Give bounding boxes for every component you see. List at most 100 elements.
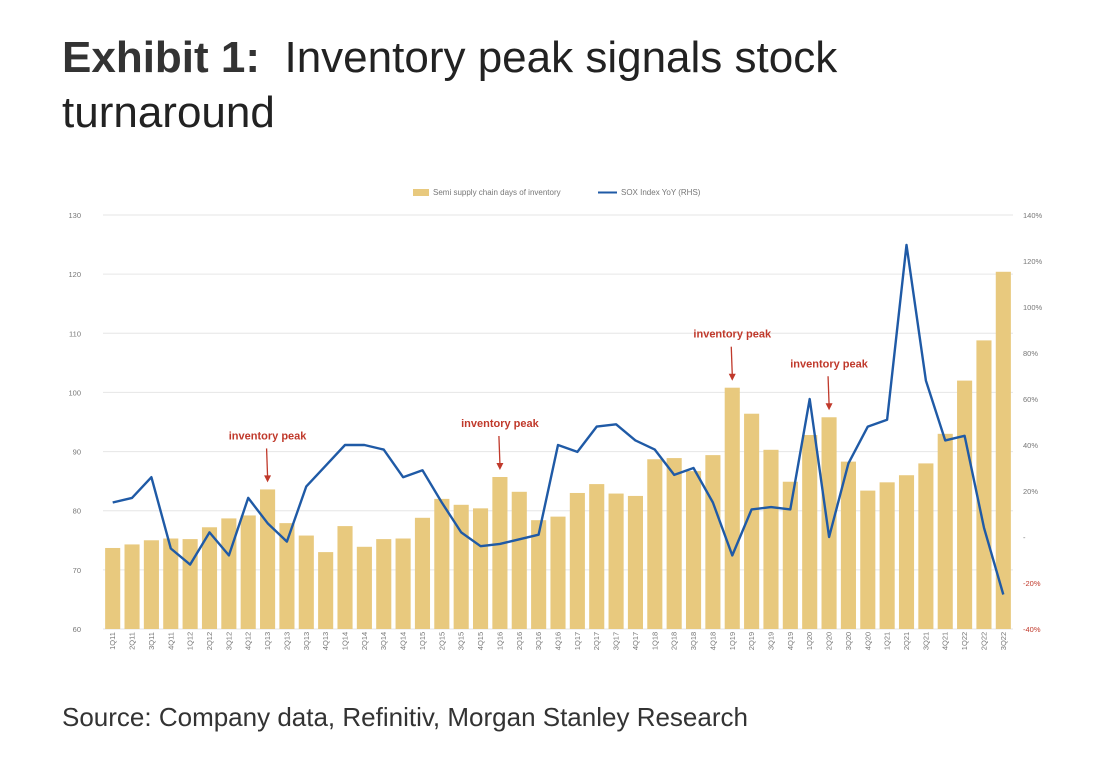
bar xyxy=(995,271,1011,629)
x-tick-label: 1Q19 xyxy=(728,632,737,650)
x-tick-label: 3Q20 xyxy=(844,632,853,650)
legend-label-bar: Semi supply chain days of inventory xyxy=(433,188,561,197)
x-tick-label: 4Q16 xyxy=(554,632,563,650)
bar xyxy=(395,538,411,629)
legend-label-line: SOX Index YoY (RHS) xyxy=(621,188,701,197)
x-tick-label: 4Q18 xyxy=(708,632,717,650)
x-tick-label: 1Q17 xyxy=(573,632,582,650)
annotation-arrow-shaft xyxy=(265,448,269,477)
left-axis: 60 70 80 90 100 110 120 130 xyxy=(68,211,81,634)
bar xyxy=(531,520,547,629)
bar xyxy=(414,517,431,629)
bar xyxy=(782,481,798,629)
bar xyxy=(298,535,314,629)
x-tick-label: 3Q17 xyxy=(612,632,621,650)
annotation-label: inventory peak xyxy=(229,430,308,442)
left-tick-label: 90 xyxy=(73,448,81,457)
left-tick-label: 100 xyxy=(68,388,81,397)
annotation-arrow-head xyxy=(728,373,736,381)
x-tick-label: 2Q16 xyxy=(515,632,524,650)
right-axis: -40%-20%-20%40%60%80%100%120%140% xyxy=(1023,211,1043,634)
x-tick-label: 3Q14 xyxy=(379,632,388,650)
source-note: Source: Company data, Refinitiv, Morgan … xyxy=(62,702,748,732)
bar xyxy=(337,526,353,629)
x-tick-label: 2Q17 xyxy=(592,632,601,650)
right-tick-label: 40% xyxy=(1023,441,1038,450)
x-tick-label: 3Q11 xyxy=(147,632,156,650)
annotation-arrow-head xyxy=(264,475,272,483)
bar xyxy=(473,508,489,629)
x-tick-label: 2Q13 xyxy=(282,632,291,650)
x-tick-label: 3Q13 xyxy=(302,632,311,650)
annotation-arrow-shaft xyxy=(730,346,733,375)
left-tick-label: 120 xyxy=(68,270,81,279)
x-tick-label: 1Q14 xyxy=(341,632,350,650)
bar xyxy=(647,459,663,629)
legend-swatch-bar xyxy=(413,189,429,196)
x-tick-label: 2Q11 xyxy=(128,632,137,650)
annotation-arrow-shaft xyxy=(498,435,501,465)
x-tick-label: 2Q14 xyxy=(360,632,369,650)
bar xyxy=(860,490,876,629)
x-tick-label: 1Q20 xyxy=(805,632,814,650)
bar xyxy=(898,475,915,629)
right-tick-label: 60% xyxy=(1023,395,1038,404)
x-tick-label: 2Q21 xyxy=(902,632,911,650)
page-title: Exhibit 1: Inventory peak signals stock … xyxy=(62,30,1022,140)
x-tick-label: 3Q16 xyxy=(534,632,543,650)
left-tick-label: 130 xyxy=(68,211,81,220)
x-tick-label: 3Q22 xyxy=(999,632,1008,650)
right-tick-label: 80% xyxy=(1023,349,1038,358)
bar xyxy=(182,539,198,629)
bar xyxy=(124,544,140,629)
x-tick-label: 4Q17 xyxy=(631,632,640,650)
bar xyxy=(279,523,295,629)
x-tick-label: 1Q11 xyxy=(108,632,117,650)
x-tick-label: 4Q13 xyxy=(321,632,330,650)
right-tick-label: - xyxy=(1023,533,1026,542)
bar xyxy=(802,435,818,629)
annotation-arrow-shaft xyxy=(827,376,830,405)
bar xyxy=(105,547,121,629)
x-tick-label: 4Q12 xyxy=(244,632,253,650)
bar xyxy=(492,477,508,629)
x-tick-label: 4Q11 xyxy=(166,632,175,650)
right-tick-label: 140% xyxy=(1023,211,1043,220)
x-tick-label: 2Q20 xyxy=(825,632,834,650)
bar xyxy=(744,413,760,629)
x-tick-label: 3Q19 xyxy=(766,632,775,650)
bar xyxy=(666,458,682,629)
bar xyxy=(550,516,566,629)
annotations: inventory peak inventory peak inventory pe… xyxy=(229,329,869,483)
x-tick-label: 1Q15 xyxy=(418,632,427,650)
x-tick-label: 1Q22 xyxy=(960,632,969,650)
x-tick-label: 1Q21 xyxy=(883,632,892,650)
bar xyxy=(260,489,276,629)
left-tick-label: 60 xyxy=(73,625,81,634)
x-axis: 1Q11 2Q11 3Q11 4Q11 1Q12 2Q12 3Q12 4Q12 1Q13 2Q13… xyxy=(108,632,1008,650)
exhibit-label: Exhibit 1: xyxy=(62,33,261,82)
bar xyxy=(685,471,702,629)
bar xyxy=(840,461,856,629)
bar xyxy=(240,515,256,629)
bar xyxy=(163,538,179,629)
x-tick-label: 4Q15 xyxy=(476,632,485,650)
bar xyxy=(724,387,740,629)
bar-series xyxy=(105,271,1011,629)
bar xyxy=(376,539,392,629)
x-tick-label: 4Q14 xyxy=(399,632,408,650)
bar xyxy=(511,491,527,629)
x-tick-label: 3Q18 xyxy=(689,632,698,650)
x-tick-label: 1Q18 xyxy=(650,632,659,650)
bar xyxy=(143,540,159,629)
bar xyxy=(918,463,934,629)
bar xyxy=(879,482,895,629)
bar xyxy=(705,455,721,629)
annotation-label: inventory peak xyxy=(461,418,540,430)
annotation-arrow-head xyxy=(496,463,504,471)
bar xyxy=(763,449,779,629)
bar xyxy=(821,417,837,629)
sox-line xyxy=(112,243,1005,595)
legend: Semi supply chain days of inventory SOX I… xyxy=(413,188,701,197)
